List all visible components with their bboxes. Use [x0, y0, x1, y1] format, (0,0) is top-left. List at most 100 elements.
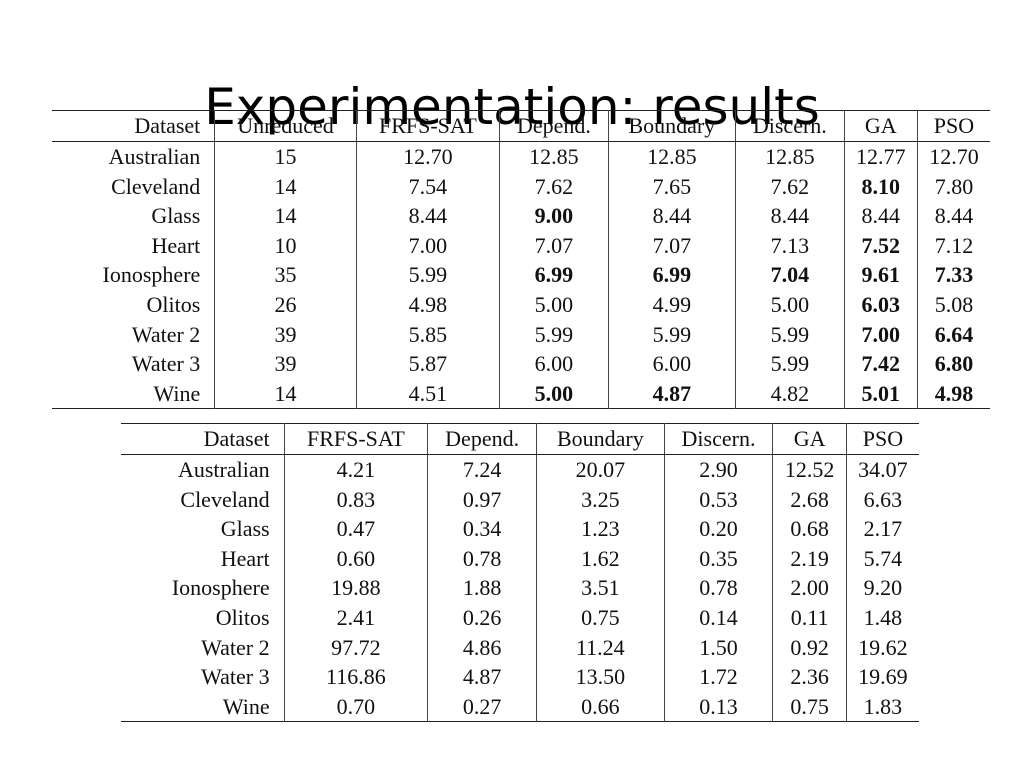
value-cell: 5.99 [499, 319, 609, 350]
value-cell: 4.21 [283, 454, 428, 485]
value-cell: 34.07 [845, 454, 919, 485]
value-cell: 7.00 [843, 319, 918, 350]
table-row: Australian 4.21 7.24 20.07 2.90 12.52 34.07 [121, 454, 919, 485]
column-header: PSO [916, 110, 990, 142]
column-header: Dataset [52, 110, 215, 142]
value-cell: 7.65 [607, 171, 736, 202]
value-cell: 7.80 [916, 171, 990, 202]
value-cell: 7.04 [735, 260, 845, 290]
value-cell: 8.44 [843, 201, 918, 231]
value-cell: 0.70 [283, 691, 428, 722]
value-cell: 8.44 [355, 201, 500, 231]
dataset-name-cell: Glass [151, 203, 201, 229]
value-cell: 2.90 [663, 454, 773, 485]
table-row: Heart 10 7.00 7.07 7.07 7.13 7.52 7.12 [52, 230, 990, 261]
dataset-name-cell: Water 3 [201, 664, 270, 690]
value-cell: 5.00 [499, 289, 609, 320]
column-header: GA [772, 423, 847, 455]
value-cell: 9.00 [499, 201, 609, 231]
value-cell: 1.72 [663, 662, 773, 692]
value-cell: 3.51 [536, 573, 665, 603]
value-cell: 116.86 [283, 662, 428, 692]
dataset-name-cell: Water 2 [131, 321, 201, 347]
dataset-name-cell: Water 2 [201, 634, 270, 660]
column-header: FRFS-SAT [355, 110, 500, 142]
column-header: Unreduced [214, 110, 357, 142]
value-cell: 0.34 [427, 514, 537, 544]
table-row: Water 2 39 5.85 5.99 5.99 5.99 7.00 6.64 [52, 319, 990, 350]
value-cell: 0.83 [283, 484, 428, 515]
value-cell: 8.44 [735, 201, 845, 231]
value-cell: 19.69 [845, 662, 919, 692]
dataset-name-cell: Australian [177, 457, 270, 482]
value-cell: 15 [214, 141, 357, 172]
value-cell: 4.87 [607, 378, 736, 409]
value-cell: 4.98 [916, 378, 990, 409]
dataset-name-cell: Wine [222, 693, 270, 719]
value-cell: 4.51 [355, 378, 500, 409]
value-cell: 0.35 [663, 543, 773, 574]
value-cell: 12.70 [355, 141, 500, 172]
value-cell: 8.44 [916, 201, 990, 231]
table-row: Cleveland 14 7.54 7.62 7.65 7.62 8.10 7.80 [52, 171, 990, 202]
value-cell: 1.48 [845, 602, 919, 633]
dataset-name-cell: Ionosphere [102, 262, 201, 288]
value-cell: 5.01 [843, 378, 918, 409]
value-cell: 0.60 [283, 543, 428, 574]
column-header: Discern. [663, 423, 773, 455]
table-row: Australian 15 12.70 12.85 12.85 12.85 12.77 12.… [52, 141, 990, 172]
value-cell: 13.50 [536, 662, 665, 692]
value-cell: 0.78 [663, 573, 773, 603]
value-cell: 7.62 [735, 171, 845, 202]
value-cell: 0.14 [663, 602, 773, 633]
value-cell: 0.68 [772, 514, 847, 544]
value-cell: 8.10 [843, 171, 918, 202]
value-cell: 6.99 [499, 260, 609, 290]
column-header: Depend. [499, 110, 609, 142]
value-cell: 97.72 [283, 632, 428, 663]
value-cell: 12.70 [916, 141, 990, 172]
value-cell: 6.64 [916, 319, 990, 350]
value-cell: 12.85 [607, 141, 736, 172]
value-cell: 39 [214, 349, 357, 379]
column-header: GA [843, 110, 918, 142]
value-cell: 0.53 [663, 484, 773, 515]
value-cell: 4.99 [607, 289, 736, 320]
value-cell: 20.07 [536, 454, 665, 485]
value-cell: 7.62 [499, 171, 609, 202]
value-cell: 0.78 [427, 543, 537, 574]
value-cell: 1.50 [663, 632, 773, 663]
runtime-table: Dataset FRFS-SAT Depend. Boundary Discern. GA… [121, 423, 919, 723]
value-cell: 7.54 [355, 171, 500, 202]
value-cell: 1.83 [845, 691, 919, 722]
column-header: FRFS-SAT [283, 423, 428, 455]
value-cell: 0.92 [772, 632, 847, 663]
value-cell: 7.52 [843, 230, 918, 261]
value-cell: 14 [214, 378, 357, 409]
value-cell: 0.27 [427, 691, 537, 722]
value-cell: 5.99 [355, 260, 500, 290]
value-cell: 4.82 [735, 378, 845, 409]
value-cell: 2.41 [283, 602, 428, 633]
table-row: Cleveland 0.83 0.97 3.25 0.53 2.68 6.63 [121, 484, 919, 515]
value-cell: 0.13 [663, 691, 773, 722]
value-cell: 10 [214, 230, 357, 261]
value-cell: 7.13 [735, 230, 845, 261]
value-cell: 1.88 [427, 573, 537, 603]
value-cell: 7.07 [607, 230, 736, 261]
value-cell: 3.25 [536, 484, 665, 515]
value-cell: 6.00 [499, 349, 609, 379]
value-cell: 2.68 [772, 484, 847, 515]
value-cell: 5.08 [916, 289, 990, 320]
value-cell: 14 [214, 201, 357, 231]
dataset-name-cell: Ionosphere [171, 575, 270, 601]
column-header: PSO [845, 423, 919, 455]
value-cell: 1.23 [536, 514, 665, 544]
value-cell: 5.99 [735, 319, 845, 350]
value-cell: 5.99 [735, 349, 845, 379]
table-row: Water 3 116.86 4.87 13.50 1.72 2.36 19.69 [121, 662, 919, 692]
dataset-name-cell: Heart [151, 232, 201, 258]
value-cell: 6.03 [843, 289, 918, 320]
dataset-name-cell: Heart [220, 545, 270, 571]
table-row: Olitos 2.41 0.26 0.75 0.14 0.11 1.48 [121, 602, 919, 633]
